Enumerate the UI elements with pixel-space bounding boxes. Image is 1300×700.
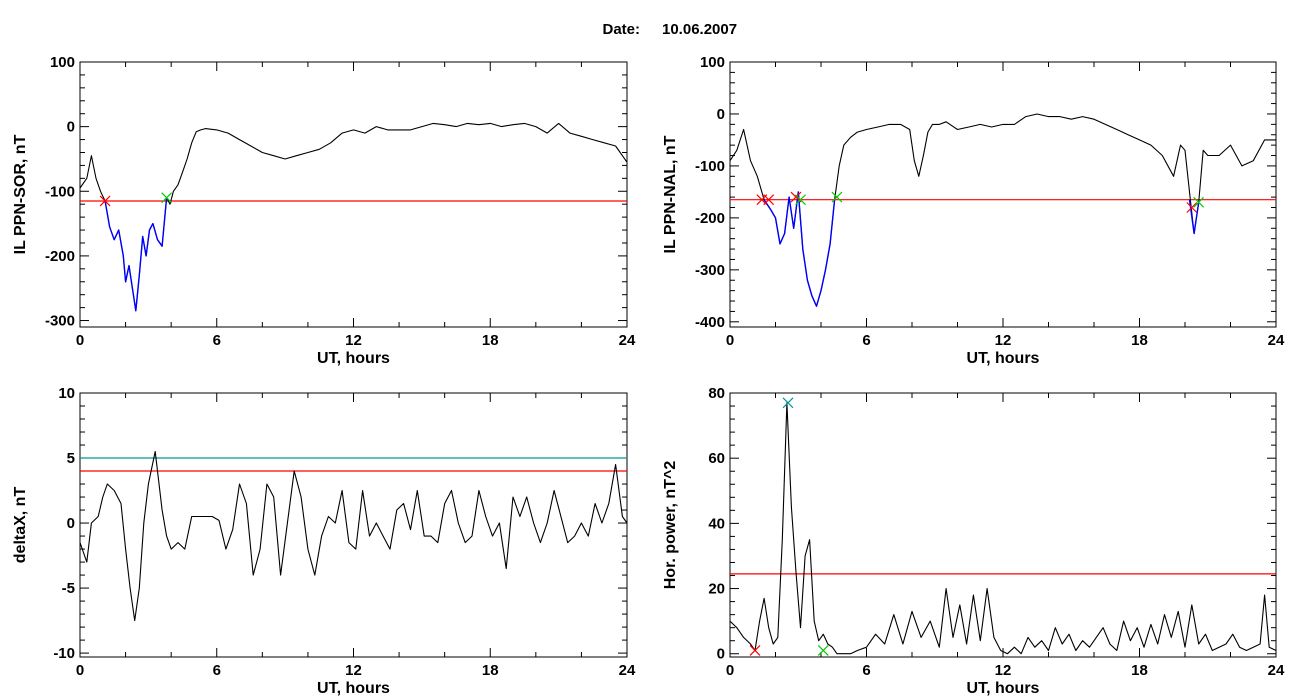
series-line-1 [79, 450, 628, 622]
marker-x [831, 191, 843, 203]
marker-x [1186, 202, 1198, 213]
chart-panel-3: 0 6 12 18 24 10 5 0 -5 -10 UT, hours deltaX, nT [12, 385, 636, 697]
marker-x [161, 192, 173, 204]
y-tick-label: -300 [45, 313, 75, 330]
x-tick-label: 18 [1131, 332, 1148, 349]
x-axis-label: UT, hours [317, 680, 390, 697]
chart-panel-2: 0 6 12 18 24 100 0 -100 -200 -300 -400 UT, hours IL … [662, 54, 1285, 367]
y-tick-label: -400 [695, 314, 725, 331]
y-tick-label: 100 [700, 54, 725, 71]
marker-x [763, 194, 775, 206]
series-line-3 [1188, 199, 1200, 235]
marker-x-stroke [790, 191, 802, 203]
figure-title-date: 10.06.2007 [662, 21, 737, 38]
y-tick-label: 100 [50, 54, 75, 71]
x-tick-label: 6 [213, 332, 221, 349]
series-line-1 [729, 402, 1277, 655]
y-axis-label: deltaX, nT [12, 487, 29, 564]
marker-x [99, 195, 111, 207]
figure-title-label: Date: [602, 21, 640, 38]
chart-panel-1: 0 6 12 18 24 100 0 -100 -200 -300 UT, hours IL PPN-… [12, 54, 636, 367]
y-axis-label: IL PPN-SOR, nT [12, 134, 29, 254]
y-axis-label: IL PPN-NAL, nT [662, 135, 679, 253]
y-tick-label: 0 [67, 515, 75, 532]
y-tick-label: 5 [67, 450, 75, 467]
y-tick-label: 40 [708, 515, 725, 532]
plot-frame [79, 392, 628, 658]
marker-x-stroke [161, 192, 173, 204]
marker-x-stroke [817, 645, 829, 656]
y-tick-label: 80 [708, 385, 725, 402]
series-line-1 [79, 122, 628, 312]
y-tick-label: -200 [45, 248, 75, 265]
plot-frame [79, 61, 628, 328]
y-tick-label: -200 [695, 210, 725, 227]
x-tick-label: 18 [482, 332, 499, 349]
x-tick-label: 0 [76, 662, 84, 679]
marker-x-stroke [763, 194, 775, 206]
y-tick-label: 0 [717, 106, 725, 123]
marker-x [749, 645, 761, 656]
y-tick-label: -100 [695, 158, 725, 175]
marker-x-stroke [795, 194, 806, 206]
y-tick-label: 10 [58, 385, 75, 402]
x-axis-label: UT, hours [317, 350, 390, 367]
marker-x-stroke [831, 191, 843, 203]
y-tick-label: -5 [62, 580, 75, 597]
marker-x-stroke [1193, 196, 1205, 208]
x-axis-label: UT, hours [967, 350, 1040, 367]
marker-x-stroke [99, 195, 111, 207]
marker-x-stroke [1186, 202, 1198, 213]
x-axis-label: UT, hours [967, 680, 1040, 697]
x-tick-label: 12 [995, 332, 1012, 349]
x-tick-label: 24 [1268, 662, 1285, 679]
x-tick-label: 24 [619, 662, 636, 679]
x-tick-label: 18 [1131, 662, 1148, 679]
series-line-2 [763, 191, 836, 307]
x-tick-label: 6 [862, 332, 870, 349]
x-tick-label: 24 [1268, 332, 1285, 349]
y-tick-label: 20 [708, 581, 725, 598]
y-tick-label: 0 [717, 646, 725, 663]
y-tick-label: 0 [67, 119, 75, 136]
marker-x [795, 194, 806, 206]
chart-panel-4: 0 6 12 18 24 80 60 40 20 0 UT, hours Hor. power, nT… [662, 385, 1285, 697]
y-tick-label: -300 [695, 262, 725, 279]
x-tick-label: 0 [726, 332, 734, 349]
y-tick-label: -10 [53, 645, 75, 662]
x-tick-label: 0 [76, 332, 84, 349]
y-tick-label: -100 [45, 183, 75, 200]
x-tick-label: 18 [482, 662, 499, 679]
marker-x [782, 397, 794, 409]
x-tick-label: 6 [213, 662, 221, 679]
series-line-2 [104, 197, 168, 312]
x-tick-label: 6 [862, 662, 870, 679]
x-tick-label: 12 [345, 332, 362, 349]
marker-x-stroke [749, 645, 761, 656]
plot-frame [729, 61, 1277, 328]
marker-x [1193, 196, 1205, 208]
marker-x [817, 645, 829, 656]
x-tick-label: 24 [619, 332, 636, 349]
x-tick-label: 12 [995, 662, 1012, 679]
y-tick-label: 60 [708, 450, 725, 467]
y-axis-label: Hor. power, nT^2 [662, 461, 679, 590]
marker-x-stroke [782, 397, 794, 409]
x-tick-label: 12 [345, 662, 362, 679]
x-tick-label: 0 [726, 662, 734, 679]
